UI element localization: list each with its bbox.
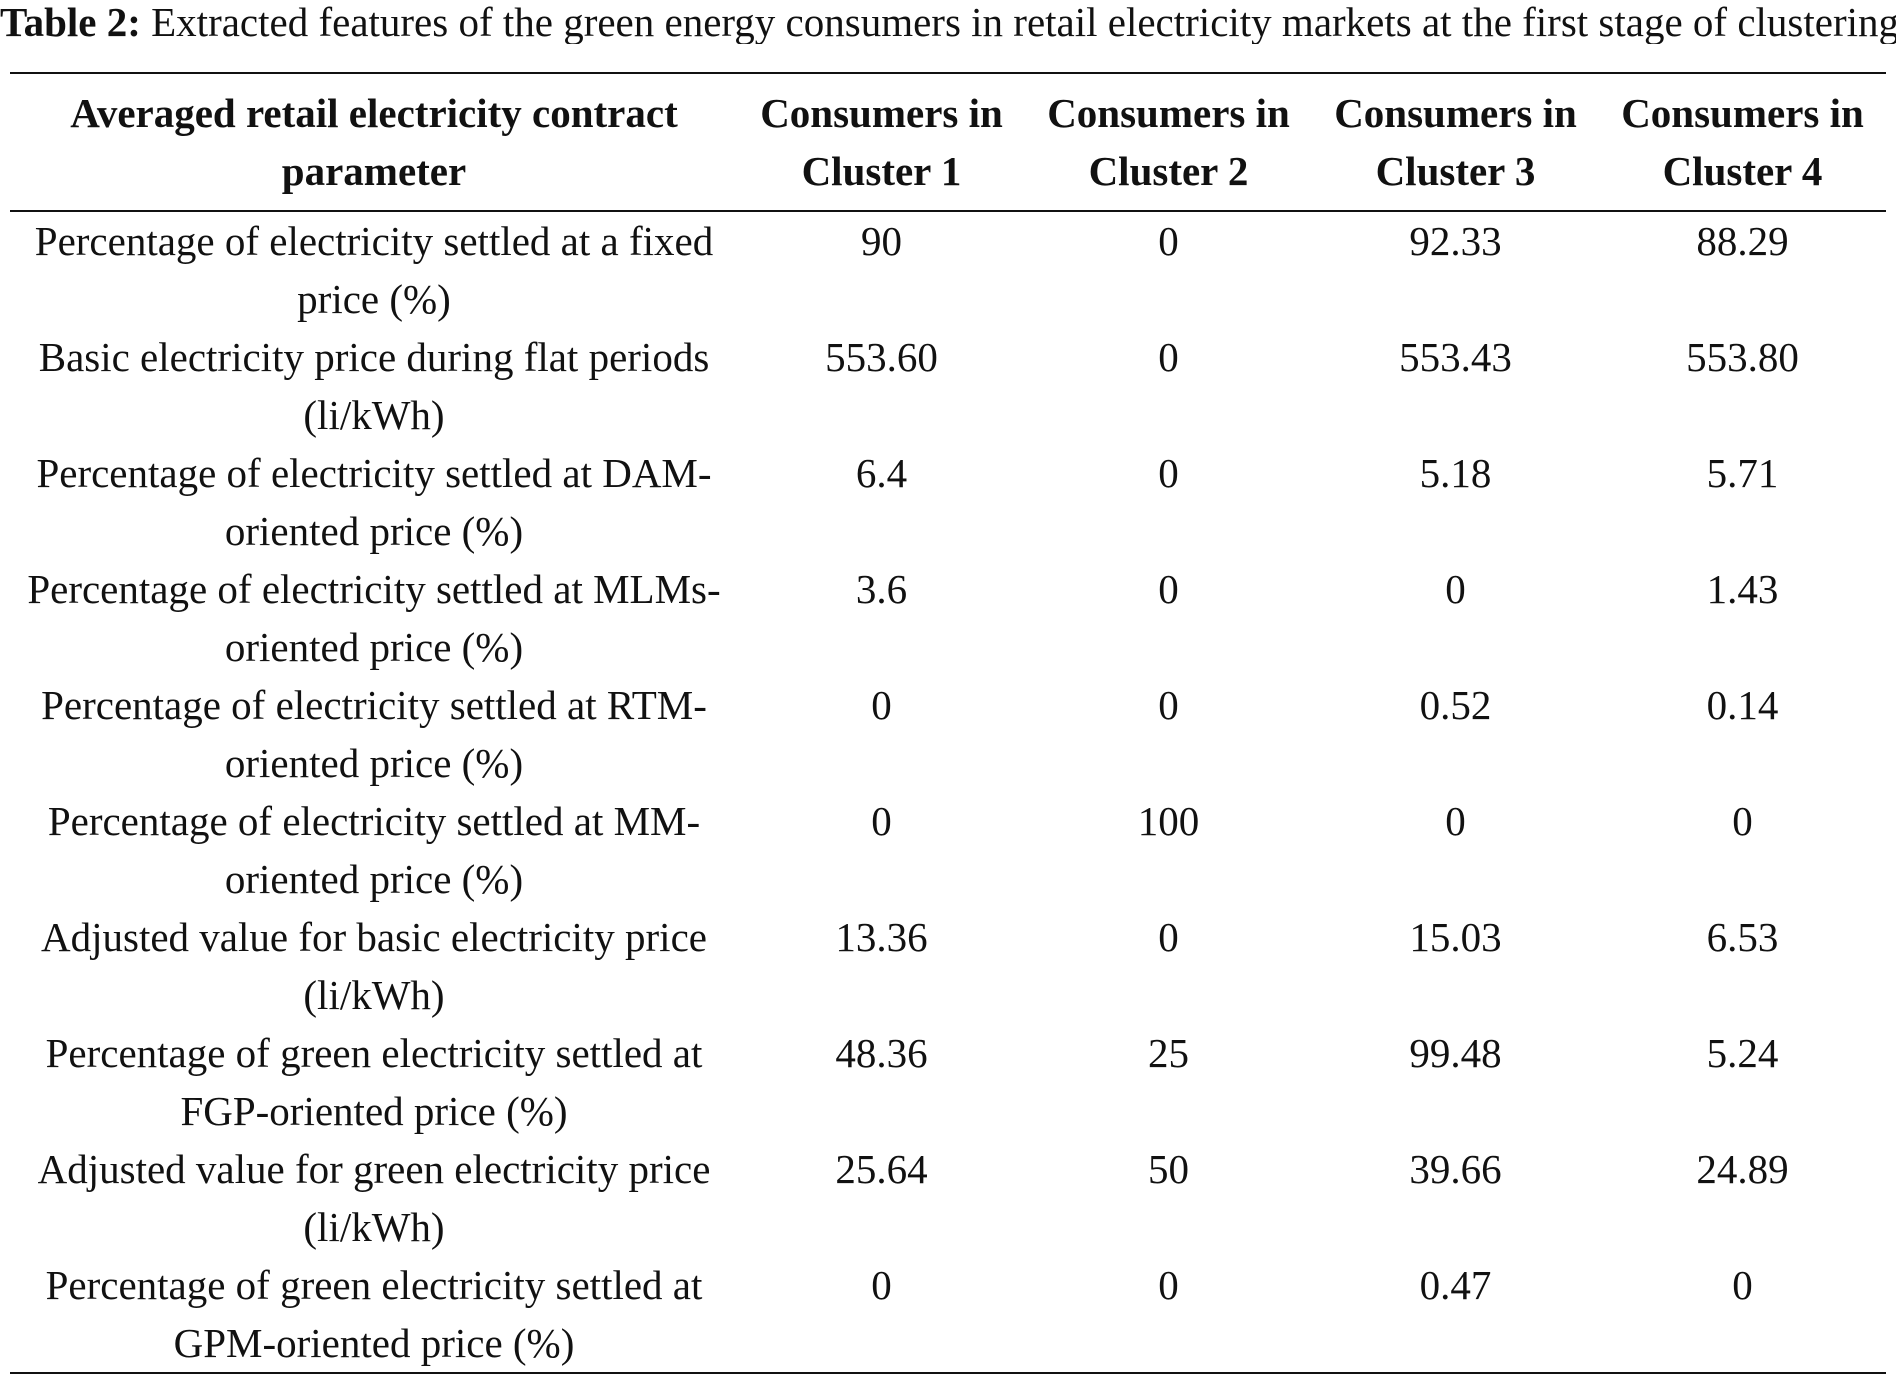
header-cell-cluster-3: Consumers in Cluster 3 [1334, 90, 1577, 194]
value-cell: 0 [1732, 1262, 1753, 1308]
value-cell: 0.52 [1419, 682, 1492, 728]
parameter-cell: Adjusted value for green electricity pri… [37, 1146, 711, 1250]
value-cell: 100 [1137, 798, 1200, 844]
header-cell-cluster-1: Consumers in Cluster 1 [760, 90, 1003, 194]
header-row: Averaged retail electricity contract par… [10, 73, 1886, 211]
table-caption: Table 2: Extracted features of the green… [0, 0, 1896, 44]
value-cell: 5.71 [1706, 450, 1779, 496]
value-cell: 0 [1158, 682, 1179, 728]
value-cell: 0 [1158, 218, 1179, 264]
value-cell: 5.24 [1706, 1030, 1779, 1076]
table-row: Percentage of electricity settled at a f… [10, 211, 1886, 328]
parameter-cell: Percentage of electricity settled at DAM… [36, 450, 712, 554]
value-cell: 90 [861, 218, 902, 264]
value-cell: 0.14 [1706, 682, 1779, 728]
table-row: Percentage of electricity settled at MLM… [10, 560, 1886, 676]
value-cell: 25 [1148, 1030, 1189, 1076]
value-cell: 5.18 [1419, 450, 1492, 496]
parameter-cell: Percentage of electricity settled at RTM… [41, 682, 707, 786]
parameter-cell: Adjusted value for basic electricity pri… [41, 914, 707, 1018]
value-cell: 39.66 [1409, 1146, 1502, 1192]
value-cell: 92.33 [1409, 218, 1502, 264]
value-cell: 48.36 [835, 1030, 928, 1076]
parameter-cell: Percentage of green electricity settled … [45, 1262, 703, 1366]
value-cell: 25.64 [835, 1146, 928, 1192]
value-cell: 88.29 [1696, 218, 1789, 264]
value-cell: 0 [1158, 566, 1179, 612]
value-cell: 0 [871, 682, 892, 728]
value-cell: 6.4 [855, 450, 908, 496]
value-cell: 3.6 [855, 566, 908, 612]
caption-label: Table 2: [0, 0, 141, 44]
value-cell: 13.36 [835, 914, 928, 960]
caption-text: Extracted features of the green energy c… [151, 0, 1896, 44]
data-table: Averaged retail electricity contract par… [10, 72, 1886, 1374]
value-cell: 0 [1158, 914, 1179, 960]
value-cell: 0.47 [1419, 1262, 1492, 1308]
value-cell: 0 [1158, 334, 1179, 380]
header-cell-cluster-4: Consumers in Cluster 4 [1621, 90, 1864, 194]
value-cell: 0 [1732, 798, 1753, 844]
value-cell: 1.43 [1706, 566, 1779, 612]
table-row: Percentage of electricity settled at RTM… [10, 676, 1886, 792]
value-cell: 15.03 [1409, 914, 1502, 960]
value-cell: 99.48 [1409, 1030, 1502, 1076]
table-row: Adjusted value for green electricity pri… [10, 1140, 1886, 1256]
value-cell: 0 [871, 1262, 892, 1308]
header-cell-parameter: Averaged retail electricity contract par… [70, 90, 678, 194]
header-cell-cluster-2: Consumers in Cluster 2 [1047, 90, 1290, 194]
table-row: Basic electricity price during flat peri… [10, 328, 1886, 444]
table-row: Adjusted value for basic electricity pri… [10, 908, 1886, 1024]
parameter-cell: Percentage of electricity settled at MM-… [47, 798, 701, 902]
value-cell: 0 [871, 798, 892, 844]
table-row: Percentage of electricity settled at DAM… [10, 444, 1886, 560]
value-cell: 50 [1148, 1146, 1189, 1192]
parameter-cell: Percentage of green electricity settled … [45, 1030, 703, 1134]
table-body: Percentage of electricity settled at a f… [10, 211, 1886, 1373]
value-cell: 553.43 [1399, 334, 1512, 380]
value-cell: 24.89 [1696, 1146, 1789, 1192]
value-cell: 0 [1445, 566, 1466, 612]
table-row: Percentage of green electricity settled … [10, 1256, 1886, 1373]
value-cell: 0 [1158, 450, 1179, 496]
parameter-cell: Basic electricity price during flat peri… [38, 334, 710, 438]
table-header: Averaged retail electricity contract par… [10, 73, 1886, 211]
value-cell: 0 [1158, 1262, 1179, 1308]
value-cell: 0 [1445, 798, 1466, 844]
table-row: Percentage of green electricity settled … [10, 1024, 1886, 1140]
parameter-cell: Percentage of electricity settled at a f… [34, 218, 714, 322]
value-cell: 6.53 [1706, 914, 1779, 960]
value-cell: 553.80 [1686, 334, 1799, 380]
table-row: Percentage of electricity settled at MM-… [10, 792, 1886, 908]
value-cell: 553.60 [825, 334, 938, 380]
parameter-cell: Percentage of electricity settled at MLM… [27, 566, 721, 670]
